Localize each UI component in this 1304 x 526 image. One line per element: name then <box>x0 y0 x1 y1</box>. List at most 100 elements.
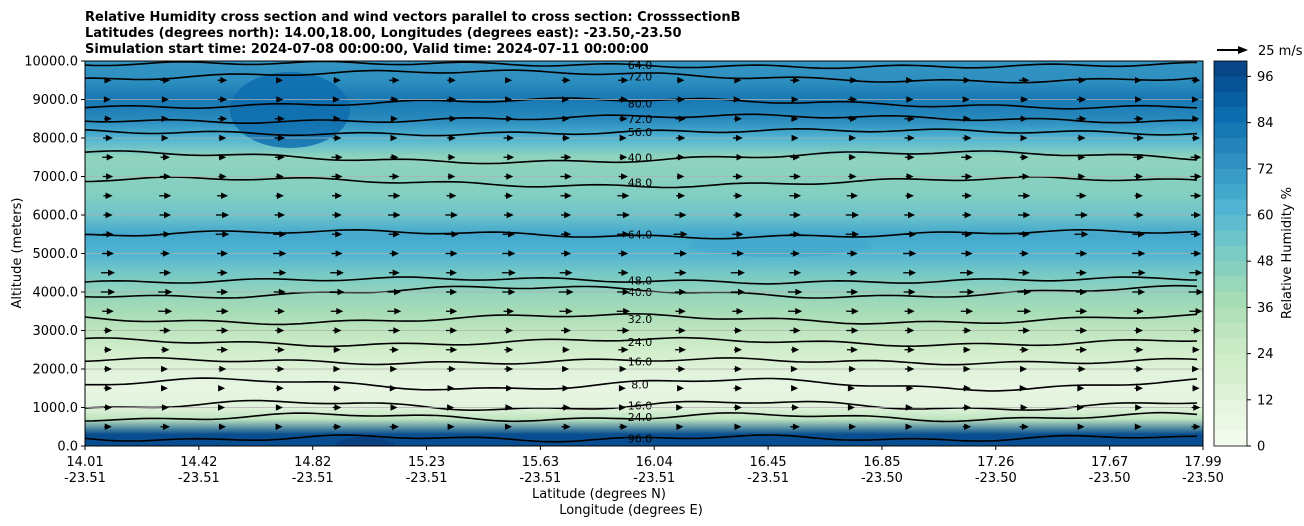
colorbar-tick-label-7: 84 <box>1257 116 1274 131</box>
wind-vector-head-16-13 <box>850 115 857 122</box>
contour-label-14: 80.0 <box>628 97 653 110</box>
wind-vector-head-16-10 <box>678 115 686 122</box>
wind-vector-head-10-6 <box>451 231 459 238</box>
wind-vector-head-0-7 <box>505 423 512 430</box>
wind-vector-head-10-1 <box>163 231 171 238</box>
wind-vector-head-11-14 <box>908 211 915 219</box>
wind-vector-head-12-8 <box>564 192 572 199</box>
contour-line-9 <box>85 228 1198 240</box>
x-axis: 14.01-23.5114.42-23.5114.82-23.5115.23-2… <box>64 446 1224 486</box>
wind-vector-head-6-0 <box>106 308 114 315</box>
wind-vector-head-5-8 <box>564 327 571 334</box>
wind-vector-head-18-18 <box>1135 77 1142 84</box>
wind-vector-head-8-1 <box>164 269 172 276</box>
wind-vector-head-15-10 <box>678 134 686 142</box>
wind-vector-head-12-12 <box>794 192 802 199</box>
y-tick-label-7: 7000.0 <box>33 170 79 185</box>
wind-vector-head-7-15 <box>967 288 975 296</box>
wind-vector-head-14-16 <box>1021 154 1029 161</box>
wind-vector-head-6-13 <box>851 308 859 315</box>
wind-vector-head-9-16 <box>1021 250 1029 257</box>
wind-vector-head-15-12 <box>791 134 799 142</box>
wind-vector-head-1-1 <box>162 404 169 411</box>
wind-vector-head-4-17 <box>1080 346 1088 353</box>
colorbar-tick-label-3: 36 <box>1257 301 1274 316</box>
y-axis-label: Altitude (meters) <box>10 198 25 309</box>
wind-vector-head-17-10 <box>677 96 685 103</box>
contour-label-11: 40.0 <box>628 151 653 164</box>
wind-vector-head-5-14 <box>907 327 915 334</box>
wind-vector-head-0-11 <box>734 423 742 430</box>
wind-vector-head-10-16 <box>1022 231 1030 238</box>
wind-vector-head-16-12 <box>791 115 799 122</box>
wind-vector-head-2-12 <box>791 385 799 392</box>
wind-vector-head-5-3 <box>277 327 285 334</box>
wind-vector-head-14-9 <box>620 154 628 161</box>
wind-vector-head-14-15 <box>965 154 973 161</box>
wind-vector-head-10-12 <box>793 231 801 238</box>
wind-vector-head-18-0 <box>104 77 112 84</box>
wind-vector-head-9-6 <box>450 250 458 257</box>
wind-vector-head-7-17 <box>1080 288 1087 296</box>
wind-vector-head-9-10 <box>680 250 687 257</box>
wind-vector-head-3-11 <box>734 365 742 373</box>
wind-vector-head-18-17 <box>1078 77 1086 84</box>
wind-vector-head-17-15 <box>962 96 970 103</box>
wind-vector-head-4-8 <box>562 346 570 353</box>
wind-vector-head-18-15 <box>963 77 971 84</box>
colorbar-tick-label-5: 60 <box>1257 209 1274 224</box>
wind-vector-head-16-3 <box>277 115 285 122</box>
wind-vector-head-13-13 <box>849 173 857 180</box>
wind-vector-head-7-10 <box>679 288 687 296</box>
contour-line-12 <box>85 127 1198 137</box>
wind-vector-head-12-3 <box>276 192 284 199</box>
wind-vector-head-1-6 <box>447 404 455 411</box>
x-tick-lat-8: 17.26 <box>977 455 1014 470</box>
contour-line-11 <box>85 150 1198 165</box>
wind-vector-head-12-13 <box>851 192 858 199</box>
wind-vector-head-2-10 <box>677 385 685 392</box>
wind-vector-head-16-19 <box>1192 115 1200 122</box>
wind-vector-head-18-2 <box>220 77 228 84</box>
wind-vector-head-6-2 <box>221 308 229 315</box>
wind-vector-head-7-19 <box>1196 288 1203 296</box>
wind-vector-head-4-7 <box>506 346 514 353</box>
wind-vector-head-4-18 <box>1136 346 1144 353</box>
wind-vector-head-18-19 <box>1193 77 1201 84</box>
wind-vector-head-15-7 <box>507 134 514 142</box>
x-tick-lon-5: -23.51 <box>633 471 675 486</box>
wind-vector-head-3-1 <box>161 365 168 373</box>
wind-vector-head-11-15 <box>964 211 972 219</box>
wind-vector-head-3-18 <box>1136 365 1144 373</box>
wind-vector-head-3-6 <box>448 365 456 373</box>
wind-vector-head-5-11 <box>735 327 742 334</box>
wind-vector-head-14-12 <box>793 154 800 161</box>
wind-vector-head-8-16 <box>1022 269 1030 276</box>
wind-vector-head-0-12 <box>792 423 800 430</box>
wind-vector-head-13-7 <box>506 173 514 180</box>
wind-vector-head-2-18 <box>1136 385 1143 392</box>
wind-vector-head-4-12 <box>792 346 800 353</box>
contour-label-12: 56.0 <box>628 126 653 139</box>
wind-vector-head-17-0 <box>103 96 111 103</box>
wind-vector-head-7-2 <box>221 288 229 296</box>
wind-vector-head-10-7 <box>508 231 515 238</box>
wind-vector-head-12-0 <box>105 192 113 199</box>
contour-label-3: 8.0 <box>631 378 649 391</box>
wind-vector-head-4-13 <box>850 346 858 353</box>
wind-vector-head-14-1 <box>163 154 170 161</box>
x-tick-lat-5: 16.04 <box>636 455 673 470</box>
y-tick-label-10: 10000.0 <box>24 55 78 70</box>
wind-vector-head-16-14 <box>907 115 915 122</box>
wind-vector-head-4-6 <box>450 346 458 353</box>
wind-vector-head-8-19 <box>1195 269 1203 276</box>
wind-vector-head-11-9 <box>622 211 630 219</box>
wind-vector-head-12-2 <box>221 192 228 199</box>
wind-vector-head-7-14 <box>908 288 916 296</box>
wind-vector-head-13-18 <box>1136 173 1143 180</box>
wind-vector-head-6-3 <box>277 308 285 315</box>
x-tick-lon-4: -23.51 <box>519 471 561 486</box>
wind-vector-head-10-3 <box>279 231 287 238</box>
wind-vector-head-10-11 <box>736 231 744 238</box>
wind-vector-head-11-11 <box>735 211 743 219</box>
